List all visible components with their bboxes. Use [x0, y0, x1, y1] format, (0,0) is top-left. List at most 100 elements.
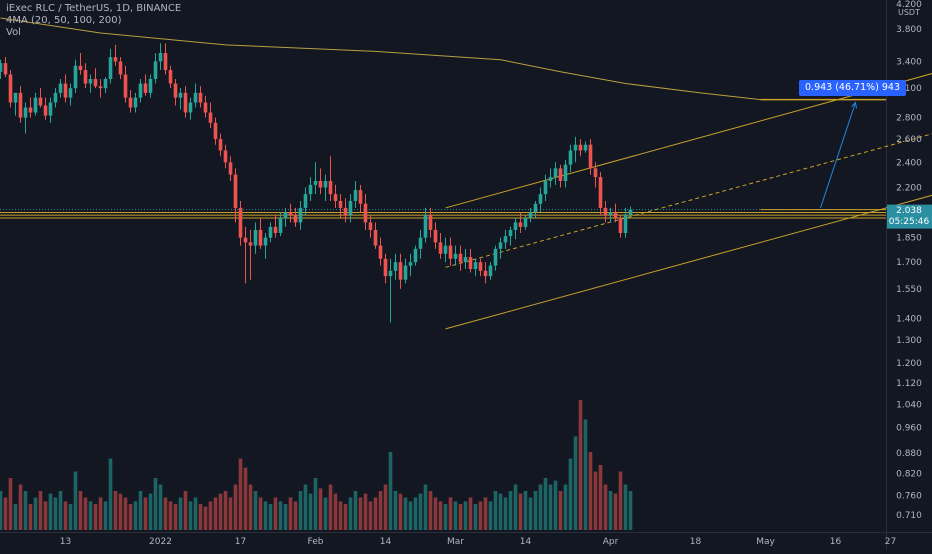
volume-bar: [199, 504, 203, 530]
candle-body: [349, 201, 353, 215]
ma-indicator-label[interactable]: 4MA (20, 50, 100, 200): [6, 15, 181, 27]
candle-body: [39, 98, 43, 106]
candle-body: [219, 139, 223, 150]
candle-body: [189, 103, 193, 113]
candle-body: [34, 98, 38, 113]
candle-body: [354, 190, 358, 201]
volume-bar: [324, 498, 328, 531]
volume-bar: [629, 491, 633, 530]
candle-body: [159, 53, 163, 61]
candle-body: [449, 246, 453, 259]
volume-bar: [614, 494, 618, 530]
volume-bar: [389, 452, 393, 530]
candle-body: [409, 262, 413, 265]
candle-body: [69, 88, 73, 97]
volume-bar: [4, 498, 8, 531]
volume-bar: [444, 504, 448, 530]
volume-bar: [259, 498, 263, 531]
candle-body: [89, 79, 93, 84]
candle-body: [99, 86, 103, 88]
volume-bar: [549, 485, 553, 531]
volume-bar: [534, 491, 538, 530]
price-axis-tick: 2.200: [896, 183, 922, 193]
candle-body: [554, 168, 558, 177]
candle-body: [199, 93, 203, 103]
candle-body: [609, 212, 613, 215]
volume-bar: [44, 501, 48, 530]
time-axis-tick: 16: [830, 537, 842, 547]
candle-body: [244, 238, 248, 243]
volume-bar: [89, 501, 93, 530]
volume-bar: [604, 485, 608, 531]
volume-bar: [29, 504, 33, 530]
candle-body: [499, 242, 503, 248]
candle-body: [29, 107, 33, 112]
candle-body: [79, 66, 83, 70]
candle-body: [494, 249, 498, 266]
volume-bar: [39, 491, 43, 530]
candle-body: [549, 177, 553, 181]
volume-bar: [19, 485, 23, 531]
volume-bar: [284, 504, 288, 530]
candle-body: [514, 222, 518, 230]
candle-body: [254, 230, 258, 246]
price-axis-tick: 0.820: [896, 469, 922, 479]
candle-body: [474, 262, 478, 269]
volume-bar: [14, 504, 18, 530]
volume-bar: [334, 494, 338, 530]
volume-bar: [84, 498, 88, 531]
candle-body: [224, 150, 228, 162]
candle-body: [414, 249, 418, 262]
volume-bar: [99, 498, 103, 531]
volume-bar: [409, 501, 413, 530]
volume-bar: [174, 504, 178, 530]
candle-body: [524, 218, 528, 227]
price-axis-tick: 2.400: [896, 158, 922, 168]
candle-body: [569, 150, 573, 164]
volume-bar: [319, 488, 323, 530]
candle-body: [489, 266, 493, 277]
candle-body: [214, 123, 218, 139]
price-axis-tick: 1.700: [896, 258, 922, 268]
volume-bar: [309, 494, 313, 530]
volume-bar: [274, 498, 278, 531]
candle-body: [579, 145, 583, 151]
last-price-tag: 2.038 05:25:46: [888, 206, 930, 228]
volume-bar: [439, 501, 443, 530]
symbol-title[interactable]: iExec RLC / TetherUS, 1D, BINANCE: [6, 3, 181, 15]
candle-body: [389, 271, 393, 276]
volume-bar: [24, 491, 28, 530]
volume-indicator-label[interactable]: Vol: [6, 27, 181, 39]
volume-bar: [519, 494, 523, 530]
volume-bar: [59, 491, 63, 530]
volume-bar: [349, 498, 353, 531]
volume-bar: [479, 501, 483, 530]
candle-body: [399, 262, 403, 280]
volume-bar: [369, 501, 373, 530]
candle-body: [284, 212, 288, 218]
volume-bar: [49, 494, 53, 530]
candle-body: [114, 57, 118, 61]
candle-body: [9, 74, 13, 102]
candle-body: [574, 145, 578, 151]
volume-bar: [419, 494, 423, 530]
price-axis-tick: 3.800: [896, 25, 922, 35]
volume-bar: [459, 504, 463, 530]
volume-bar: [524, 491, 528, 530]
volume-bar: [464, 501, 468, 530]
price-axis-tick: 3.400: [896, 57, 922, 67]
candle-body: [479, 262, 483, 271]
price-axis-tick: 1.120: [896, 379, 922, 389]
candle-body: [594, 168, 598, 177]
volume-bar: [484, 498, 488, 531]
candle-body: [294, 215, 298, 222]
candle-body: [264, 238, 268, 246]
candle-body: [314, 181, 318, 185]
volume-bar: [169, 501, 173, 530]
time-axis-tick: Apr: [603, 537, 619, 547]
volume-bar: [579, 400, 583, 530]
volume-bar: [224, 491, 228, 530]
candle-body: [459, 254, 463, 262]
